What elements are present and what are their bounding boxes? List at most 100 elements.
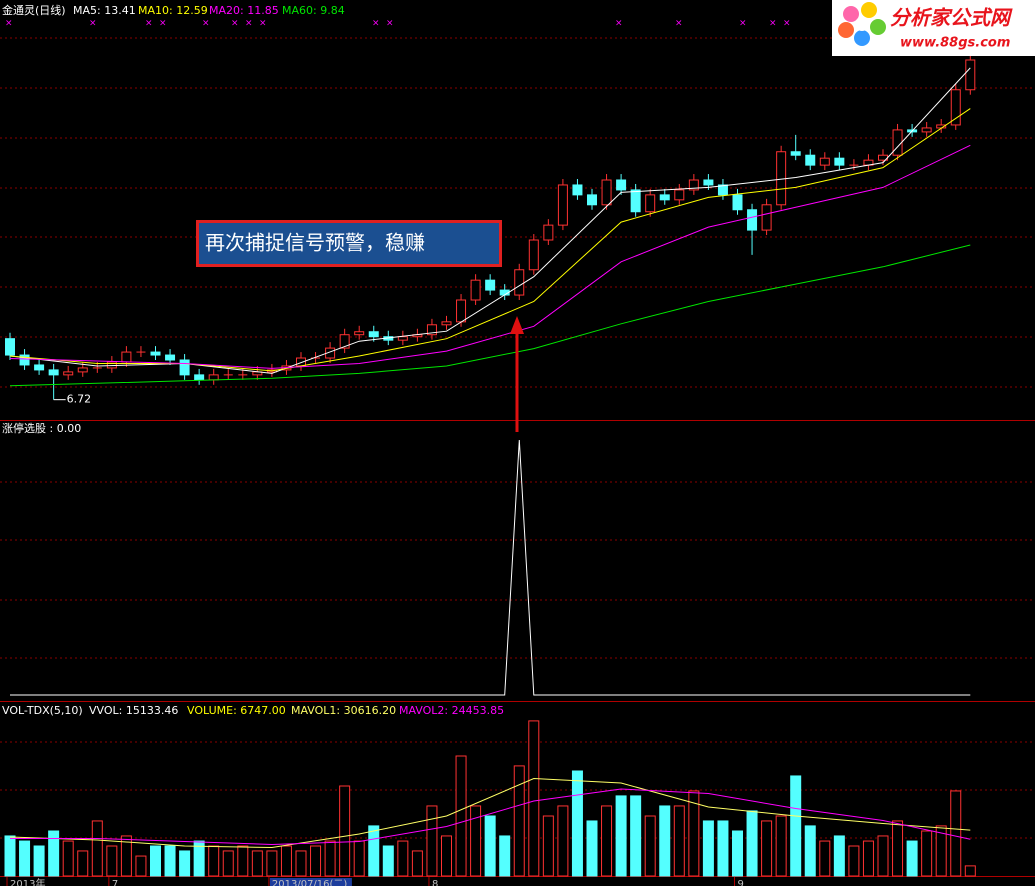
legend-entry: MAVOL1: 30616.20 (291, 704, 396, 717)
logo-petal (870, 19, 886, 35)
volume-bar (673, 805, 685, 877)
line (10, 439, 971, 696)
volume-bar (120, 835, 132, 877)
candle-body (776, 151, 787, 206)
candle-body (630, 189, 641, 213)
annotation-box (196, 220, 502, 267)
candle-body (892, 129, 903, 156)
candle-body (208, 374, 219, 381)
candle-body (63, 371, 74, 376)
candle-body (790, 151, 801, 156)
legend-entry: MA20: 11.85 (209, 4, 279, 17)
marker: × (245, 19, 253, 29)
candle-body (921, 127, 932, 133)
candle-body (747, 209, 758, 231)
marker: × (159, 19, 167, 29)
volume-bar (19, 840, 31, 877)
volume-bar (542, 815, 554, 877)
volume-bar (470, 805, 482, 877)
volume-bar (441, 835, 452, 877)
candle-body (150, 351, 161, 356)
candle-body (470, 279, 481, 301)
volume-bar (819, 840, 831, 877)
volume-bar (732, 830, 743, 877)
volume-bar (484, 815, 496, 877)
line (9, 777, 971, 849)
candle-body (645, 194, 656, 213)
candle-body (717, 184, 728, 196)
logo-petal (861, 2, 877, 18)
candle-body (34, 364, 45, 371)
volume-note: VOLUME: 6747.00 (187, 704, 286, 717)
markers: × × × × × × × × × × × × × × × (5, 19, 791, 29)
candle-body (426, 324, 437, 336)
volume-bar (848, 845, 860, 877)
volume-bar (921, 830, 933, 877)
x-tick-label: 7 (112, 879, 118, 886)
candle-body (950, 89, 961, 126)
volume-bar (353, 840, 365, 877)
line (10, 788, 971, 846)
marker: × (202, 19, 210, 29)
candle-body (325, 347, 336, 359)
candle-body (19, 354, 30, 366)
volume-bar (455, 755, 467, 877)
volume-bar (397, 840, 409, 877)
volume-bar (339, 785, 351, 877)
annotation: 再次捕捉信号预警，稳赚 (205, 231, 425, 255)
volume-bar (310, 845, 322, 877)
candle-body (703, 179, 714, 186)
volume-bar (62, 840, 74, 877)
volume-bar (804, 825, 816, 877)
volume-bar (964, 865, 976, 877)
candle-body (659, 194, 670, 201)
volume-bar (761, 820, 773, 877)
candle-body (616, 179, 627, 191)
volume-bar (717, 820, 729, 877)
candle-body (543, 224, 554, 241)
candle-body (732, 194, 743, 211)
candle-body (514, 269, 525, 296)
volume-bar (950, 790, 962, 877)
line (9, 144, 971, 369)
volume-bar (659, 805, 671, 877)
volume-bar (426, 805, 438, 877)
volume-bar (862, 840, 874, 877)
low-label: 6.72 (67, 393, 92, 406)
candle-body (121, 351, 132, 363)
volume-bar (557, 805, 569, 877)
volume-bar (877, 835, 889, 877)
logo-petal (843, 6, 859, 22)
volume-bar (615, 795, 627, 877)
volume-bar (77, 850, 89, 877)
candle-body (557, 184, 568, 226)
marker: × (675, 19, 683, 29)
candle-body (601, 179, 612, 206)
volume-bar (644, 815, 656, 877)
logo-petal (854, 30, 870, 46)
logo-center (855, 17, 869, 31)
volume-bar (106, 845, 118, 877)
legend-entry: MA60: 9.84 (282, 4, 345, 17)
price-title: 金通灵(日线) (2, 3, 66, 17)
logo-petal (838, 22, 854, 38)
legend-entry: MA5: 13.41 (73, 4, 136, 17)
legend-entry: MA10: 12.59 (138, 4, 208, 17)
volume-bar (586, 820, 598, 877)
marker: × (615, 19, 623, 29)
volume-bar (324, 840, 336, 877)
candle-body (805, 154, 816, 166)
candle-body (368, 331, 379, 338)
candle-body (179, 359, 190, 376)
volume-bar (295, 850, 307, 877)
marker: × (145, 19, 153, 29)
candle-body (441, 321, 452, 326)
volume-bar (601, 805, 613, 877)
volume-bar (906, 840, 918, 877)
volume-bar (702, 820, 714, 877)
volume-bar (179, 850, 191, 877)
candle-body (165, 354, 176, 361)
